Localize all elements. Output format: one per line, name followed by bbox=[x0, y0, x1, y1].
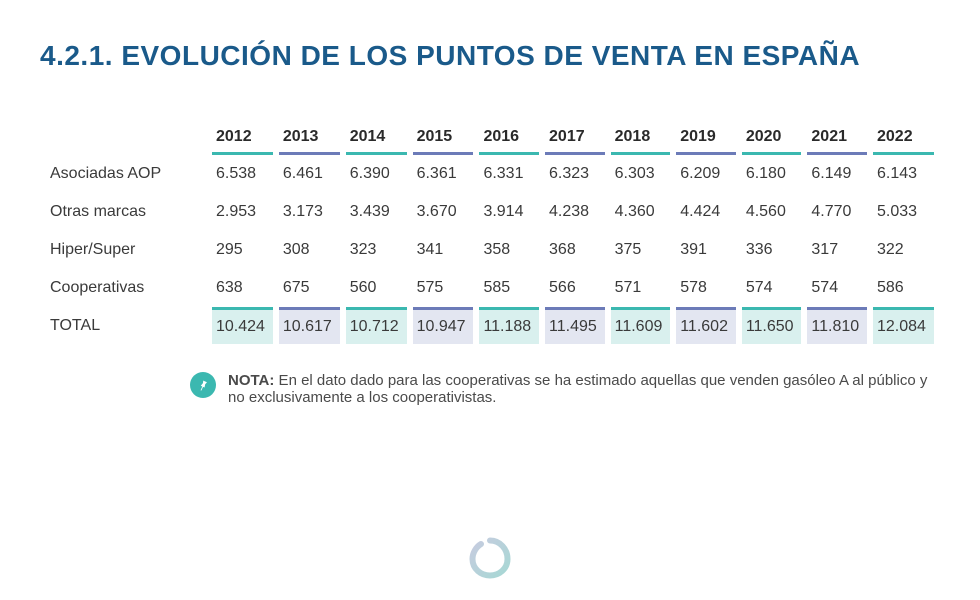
data-cell: 6.180 bbox=[742, 155, 802, 193]
brand-logo bbox=[465, 533, 515, 588]
data-cell: 585 bbox=[479, 269, 539, 307]
total-cell: 10.424 bbox=[212, 307, 273, 344]
data-cell: 3.173 bbox=[279, 193, 340, 231]
pin-icon bbox=[190, 372, 216, 398]
table-row: Asociadas AOP6.5386.4616.3906.3616.3316.… bbox=[46, 155, 934, 193]
data-cell: 6.461 bbox=[279, 155, 340, 193]
row-label: Hiper/Super bbox=[46, 231, 206, 269]
footnote-prefix: NOTA: bbox=[228, 372, 274, 389]
data-cell: 574 bbox=[807, 269, 867, 307]
data-cell: 375 bbox=[611, 231, 671, 269]
row-label: Asociadas AOP bbox=[46, 155, 206, 193]
table-header-row: 2012201320142015201620172018201920202021… bbox=[46, 122, 934, 155]
footnote-text: NOTA: En el dato dado para las cooperati… bbox=[228, 372, 940, 406]
table-body: Asociadas AOP6.5386.4616.3906.3616.3316.… bbox=[46, 155, 934, 344]
data-cell: 638 bbox=[212, 269, 273, 307]
data-cell: 3.914 bbox=[479, 193, 539, 231]
total-row: TOTAL10.42410.61710.71210.94711.18811.49… bbox=[46, 307, 934, 344]
data-cell: 317 bbox=[807, 231, 867, 269]
data-table-container: 2012201320142015201620172018201920202021… bbox=[40, 122, 940, 344]
data-cell: 295 bbox=[212, 231, 273, 269]
data-table: 2012201320142015201620172018201920202021… bbox=[40, 122, 940, 344]
data-cell: 308 bbox=[279, 231, 340, 269]
data-cell: 322 bbox=[873, 231, 934, 269]
data-cell: 341 bbox=[413, 231, 474, 269]
column-header: 2022 bbox=[873, 122, 934, 155]
total-cell: 11.609 bbox=[611, 307, 671, 344]
data-cell: 3.670 bbox=[413, 193, 474, 231]
total-cell: 11.810 bbox=[807, 307, 867, 344]
data-cell: 675 bbox=[279, 269, 340, 307]
total-cell: 10.712 bbox=[346, 307, 407, 344]
data-cell: 4.360 bbox=[611, 193, 671, 231]
data-cell: 6.303 bbox=[611, 155, 671, 193]
table-row: Otras marcas2.9533.1733.4393.6703.9144.2… bbox=[46, 193, 934, 231]
total-cell: 12.084 bbox=[873, 307, 934, 344]
column-header: 2018 bbox=[611, 122, 671, 155]
total-cell: 11.188 bbox=[479, 307, 539, 344]
total-label: TOTAL bbox=[46, 307, 206, 344]
data-cell: 566 bbox=[545, 269, 605, 307]
data-cell: 391 bbox=[676, 231, 736, 269]
data-cell: 6.143 bbox=[873, 155, 934, 193]
column-header: 2016 bbox=[479, 122, 539, 155]
footnote-body: En el dato dado para las cooperativas se… bbox=[228, 372, 927, 406]
table-row: Hiper/Super29530832334135836837539133631… bbox=[46, 231, 934, 269]
data-cell: 4.238 bbox=[545, 193, 605, 231]
data-cell: 4.770 bbox=[807, 193, 867, 231]
total-cell: 10.947 bbox=[413, 307, 474, 344]
data-cell: 323 bbox=[346, 231, 407, 269]
section-title: 4.2.1. EVOLUCIÓN DE LOS PUNTOS DE VENTA … bbox=[40, 40, 980, 72]
column-header: 2017 bbox=[545, 122, 605, 155]
footnote: NOTA: En el dato dado para las cooperati… bbox=[190, 372, 940, 406]
column-header: 2015 bbox=[413, 122, 474, 155]
row-label: Otras marcas bbox=[46, 193, 206, 231]
table-row: Cooperativas6386755605755855665715785745… bbox=[46, 269, 934, 307]
total-cell: 11.650 bbox=[742, 307, 802, 344]
data-cell: 6.361 bbox=[413, 155, 474, 193]
data-cell: 358 bbox=[479, 231, 539, 269]
data-cell: 574 bbox=[742, 269, 802, 307]
data-cell: 6.538 bbox=[212, 155, 273, 193]
data-cell: 2.953 bbox=[212, 193, 273, 231]
data-cell: 578 bbox=[676, 269, 736, 307]
data-cell: 4.560 bbox=[742, 193, 802, 231]
column-header: 2014 bbox=[346, 122, 407, 155]
data-cell: 575 bbox=[413, 269, 474, 307]
table-corner bbox=[46, 122, 206, 155]
total-cell: 11.495 bbox=[545, 307, 605, 344]
column-header: 2012 bbox=[212, 122, 273, 155]
data-cell: 368 bbox=[545, 231, 605, 269]
total-cell: 11.602 bbox=[676, 307, 736, 344]
data-cell: 4.424 bbox=[676, 193, 736, 231]
data-cell: 6.331 bbox=[479, 155, 539, 193]
column-header: 2021 bbox=[807, 122, 867, 155]
column-header: 2013 bbox=[279, 122, 340, 155]
column-header: 2020 bbox=[742, 122, 802, 155]
data-cell: 586 bbox=[873, 269, 934, 307]
total-cell: 10.617 bbox=[279, 307, 340, 344]
data-cell: 6.209 bbox=[676, 155, 736, 193]
data-cell: 560 bbox=[346, 269, 407, 307]
data-cell: 5.033 bbox=[873, 193, 934, 231]
data-cell: 571 bbox=[611, 269, 671, 307]
column-header: 2019 bbox=[676, 122, 736, 155]
data-cell: 6.149 bbox=[807, 155, 867, 193]
row-label: Cooperativas bbox=[46, 269, 206, 307]
data-cell: 6.390 bbox=[346, 155, 407, 193]
data-cell: 336 bbox=[742, 231, 802, 269]
data-cell: 3.439 bbox=[346, 193, 407, 231]
data-cell: 6.323 bbox=[545, 155, 605, 193]
